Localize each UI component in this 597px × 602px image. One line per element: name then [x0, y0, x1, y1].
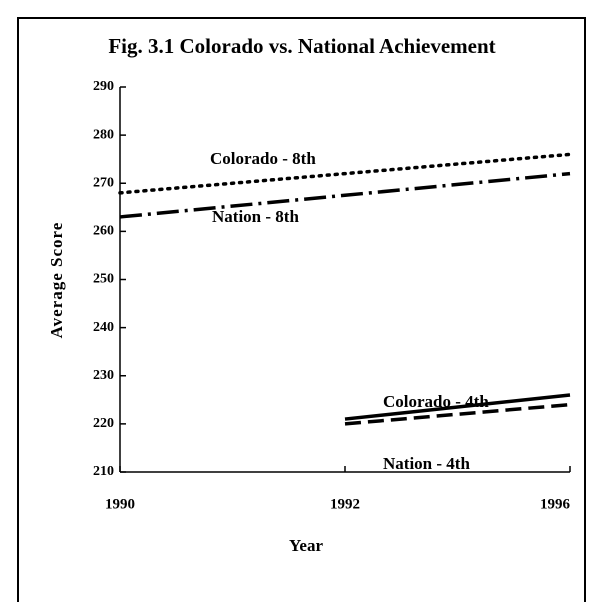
y-tick-label: 220 — [93, 416, 114, 431]
y-tick-label: 210 — [93, 464, 114, 479]
frame — [17, 17, 586, 602]
x-tick-label: 1990 — [105, 496, 135, 512]
y-axis-label: Average Score — [47, 222, 66, 339]
y-tick-label: 260 — [93, 224, 114, 239]
y-tick-label: 250 — [93, 272, 114, 287]
x-axis-label: Year — [289, 536, 323, 555]
series-line — [118, 152, 572, 195]
series-label: Colorado - 4th — [383, 392, 489, 411]
series-line — [119, 171, 571, 219]
y-tick-label: 280 — [93, 127, 114, 142]
y-tick-label: 270 — [93, 175, 114, 190]
x-tick-label: 1996 — [540, 496, 571, 512]
series-label: Nation - 8th — [212, 207, 299, 226]
series-line — [344, 393, 571, 421]
series-label: Colorado - 8th — [210, 149, 316, 168]
x-tick-label: 1992 — [330, 496, 360, 512]
chart-title: Fig. 3.1 Colorado vs. National Achieveme… — [108, 34, 495, 58]
y-tick-label: 290 — [93, 79, 114, 94]
y-tick-label: 240 — [93, 320, 114, 335]
y-tick-label: 230 — [93, 368, 114, 383]
series-line — [344, 402, 571, 426]
series-label: Nation - 4th — [383, 454, 470, 473]
